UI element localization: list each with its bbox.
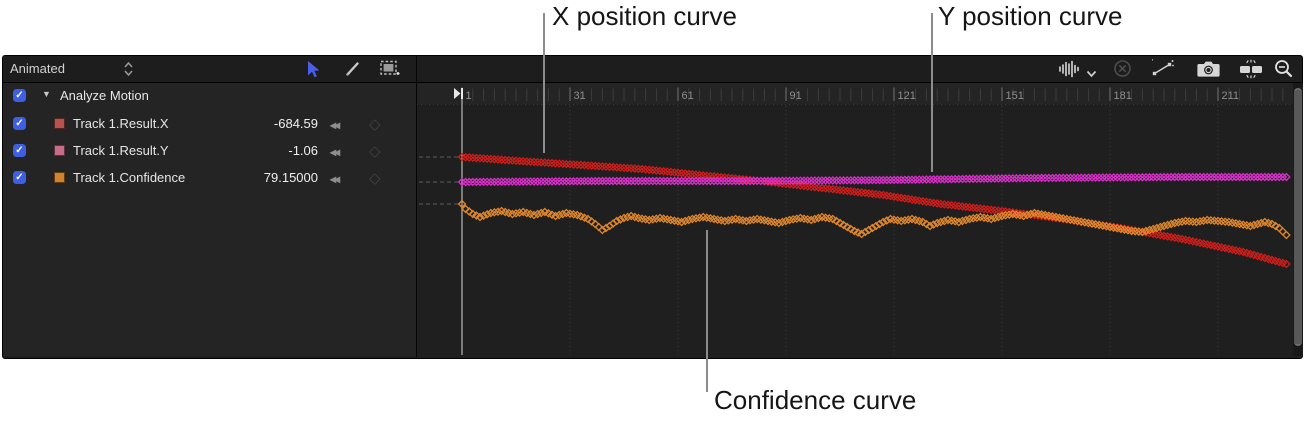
playhead-line[interactable]	[461, 99, 463, 355]
zoom-button[interactable]	[1274, 59, 1294, 84]
ruler-frame-label: 31	[574, 90, 586, 102]
previous-keyframe-icon[interactable]	[330, 141, 338, 161]
confidence-curve-callout: Confidence curve	[714, 385, 917, 415]
color-swatch	[54, 118, 65, 129]
group-checkbox[interactable]	[13, 89, 26, 102]
camera-icon	[1197, 61, 1220, 77]
previous-keyframe-icon[interactable]	[330, 114, 338, 134]
select-tool-button[interactable]	[303, 59, 325, 79]
add-keyframe-icon[interactable]	[369, 115, 381, 133]
graph-toolbar	[417, 56, 1301, 83]
panel-divider[interactable]	[416, 56, 417, 357]
curve-graph-area[interactable]	[417, 83, 1293, 356]
parameter-value-field[interactable]: -1.06	[288, 143, 318, 158]
zoom-magnifier-icon	[1275, 60, 1293, 78]
curve-list	[3, 83, 416, 356]
curve-list-header	[3, 56, 416, 83]
add-keyframe-icon[interactable]	[369, 142, 381, 160]
row-checkbox[interactable]	[13, 144, 26, 157]
curve-track-1-result-x[interactable]	[457, 152, 1291, 269]
marquee-add-icon	[380, 60, 400, 75]
confidence-curve-leader-line	[706, 230, 708, 392]
track-row-result-x[interactable]: Track 1.Result.X -684.59	[3, 110, 416, 137]
curve-track-1-confidence[interactable]	[457, 199, 1291, 240]
group-row-analyze-motion[interactable]: Analyze Motion	[3, 82, 416, 109]
transform-box-tool-button[interactable]	[379, 59, 401, 79]
fit-curves-button[interactable]	[1238, 59, 1264, 84]
audio-waveform-button[interactable]	[1057, 59, 1081, 84]
snapshot-button[interactable]	[1197, 59, 1220, 83]
vertical-scrollbar-thumb[interactable]	[1294, 88, 1302, 346]
fit-curves-icon	[1240, 59, 1262, 79]
track-row-confidence[interactable]: Track 1.Confidence 79.15000	[3, 164, 416, 191]
ruler-frame-label: 151	[1006, 90, 1024, 102]
parameter-value-field[interactable]: -684.59	[273, 116, 318, 131]
y-curve-callout: Y position curve	[938, 1, 1123, 31]
parameter-label: Track 1.Result.X	[73, 116, 169, 131]
animated-popup[interactable]: Animated	[10, 61, 65, 76]
parameter-value-field[interactable]: 79.15000	[263, 170, 318, 185]
color-swatch	[54, 145, 65, 156]
popup-stepper-icon[interactable]	[124, 61, 133, 81]
playhead-marker-icon[interactable]	[454, 88, 461, 99]
curve-track-1-result-y[interactable]	[457, 172, 1291, 187]
ruler-frame-label: 61	[682, 90, 694, 102]
row-checkbox[interactable]	[13, 117, 26, 130]
curve-set-icon	[1151, 59, 1174, 76]
pen-tool-button[interactable]	[342, 59, 364, 79]
chevron-down-icon[interactable]	[1086, 65, 1097, 83]
row-checkbox[interactable]	[13, 171, 26, 184]
curve-graph-canvas[interactable]: 1 31 61 91 121 151 181 211	[417, 83, 1293, 356]
pen-icon	[346, 62, 359, 76]
cursor-arrow-icon	[308, 60, 320, 77]
ruler-frame-label: 91	[790, 90, 802, 102]
y-curve-leader-line	[931, 13, 933, 172]
curve-set-button[interactable]	[1151, 59, 1174, 83]
group-label: Analyze Motion	[60, 88, 149, 103]
clear-curve-list-button[interactable]	[1113, 59, 1132, 83]
previous-keyframe-icon[interactable]	[330, 168, 338, 188]
ruler-frame-label: 181	[1114, 90, 1132, 102]
circle-x-icon	[1114, 60, 1131, 77]
ruler-frame-label: 121	[898, 90, 916, 102]
parameter-label: Track 1.Confidence	[73, 170, 186, 185]
x-curve-callout: X position curve	[552, 1, 737, 31]
x-curve-leader-line	[543, 13, 545, 153]
parameter-label: Track 1.Result.Y	[73, 143, 169, 158]
color-swatch	[54, 172, 65, 183]
ruler-frame-label: 211	[1222, 90, 1240, 102]
audio-waveform-icon	[1059, 60, 1079, 78]
disclosure-triangle-icon[interactable]	[42, 89, 51, 99]
ruler-frame-label: 1	[466, 90, 472, 102]
timeline-ruler[interactable]	[417, 83, 1293, 104]
add-keyframe-icon[interactable]	[369, 169, 381, 187]
track-row-result-y[interactable]: Track 1.Result.Y -1.06	[3, 137, 416, 164]
